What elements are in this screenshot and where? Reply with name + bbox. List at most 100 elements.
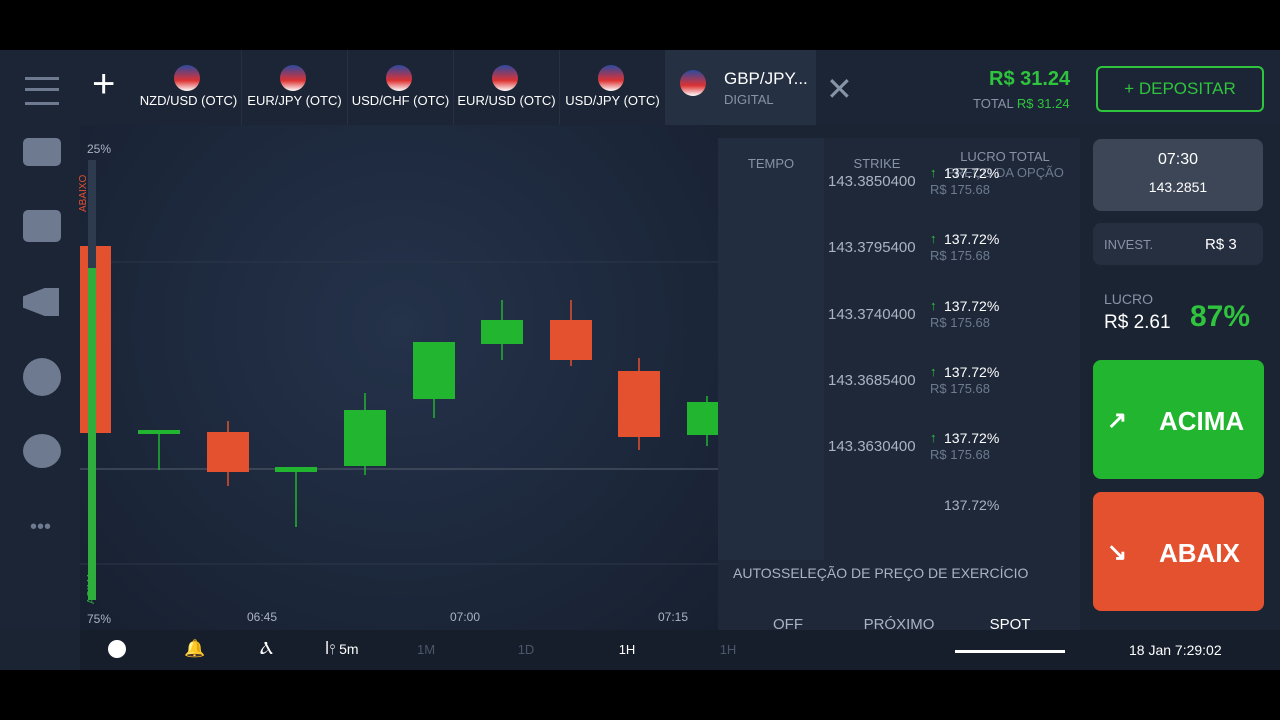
- strike[interactable]: 143.3795400: [828, 239, 916, 257]
- option-price[interactable]: R$ 175.68: [930, 248, 990, 264]
- up-button-label: ACIMA: [1159, 406, 1245, 436]
- scroll-indicator: [955, 650, 1065, 653]
- option-price[interactable]: R$ 175.68: [930, 447, 990, 463]
- up-arrow: ↑: [930, 165, 937, 180]
- profit[interactable]: 137.72%: [944, 496, 1000, 513]
- asset-tab-label: EUR/USD (OTC): [457, 93, 556, 108]
- total-amount: R$ 31.24: [1016, 96, 1070, 111]
- up-arrow: ↑: [930, 430, 937, 446]
- profit[interactable]: 137.72%: [944, 297, 1000, 314]
- asset-flag: [386, 65, 412, 91]
- period-button[interactable]: 1H: [719, 642, 737, 657]
- asset-tab[interactable]: USD/JPY (OTC): [560, 50, 666, 125]
- down-label: ABAIXO: [78, 174, 89, 212]
- option-price[interactable]: R$ 175.68: [930, 380, 990, 396]
- chat-icon[interactable]: [23, 434, 61, 468]
- deposit-button[interactable]: + DEPOSITAR: [1096, 66, 1264, 112]
- top-bar: + NZD/USD (OTC) EUR/JPY (OTC) USD/CHF (OTC…: [80, 50, 1280, 125]
- asset-flag: [174, 65, 200, 91]
- profit[interactable]: 137.72%: [944, 165, 1000, 181]
- strike-option[interactable]: OFF: [773, 616, 803, 633]
- strike[interactable]: 143.3740400: [828, 305, 916, 323]
- strike[interactable]: 143.3630400: [828, 438, 916, 456]
- profit[interactable]: 137.72%: [944, 363, 1000, 380]
- header: STRIKE: [853, 156, 901, 171]
- period-button[interactable]: 1M: [416, 642, 436, 657]
- sentiment-up: [88, 268, 96, 600]
- asset-tab[interactable]: EUR/JPY (OTC): [242, 50, 348, 125]
- up-arrow: ↑: [930, 297, 937, 313]
- profit[interactable]: 137.72%: [944, 430, 1000, 447]
- more-icon[interactable]: •••: [30, 516, 52, 538]
- video-icon[interactable]: [23, 358, 61, 396]
- profit-label: LUCRO: [1104, 291, 1154, 307]
- asset-tab-label: USD/JPY (OTC): [565, 93, 660, 108]
- top-percent: 25%: [87, 142, 112, 156]
- time-label: 07:00: [449, 610, 481, 624]
- asset-tab-label: NZD/USD (OTC): [139, 93, 238, 108]
- calendar-icon[interactable]: [23, 210, 61, 242]
- strike[interactable]: 143.3850400: [828, 173, 916, 190]
- up-arrow: ↑: [930, 231, 937, 247]
- total-label: TOTAL: [973, 96, 1014, 111]
- balance-total: TOTAL R$ 31.24: [973, 96, 1070, 111]
- portfolio-icon[interactable]: [23, 138, 61, 166]
- period-button[interactable]: 1H: [618, 642, 636, 657]
- profit[interactable]: 137.72%: [944, 231, 1000, 248]
- period-button[interactable]: 1D: [517, 642, 535, 657]
- active-tab[interactable]: GBP/JPY... DIGITAL: [666, 50, 816, 125]
- bottom-percent: 75%: [87, 612, 112, 626]
- header: PREÇO DA OPÇÃO: [946, 165, 1064, 180]
- expiry-price: 143.2851: [1148, 179, 1208, 195]
- time-label: 06:45: [246, 610, 278, 624]
- invest-label: INVEST.: [1104, 237, 1154, 252]
- asset-tab-label: EUR/JPY (OTC): [247, 93, 342, 108]
- asset-tab[interactable]: USD/CHF (OTC): [348, 50, 454, 125]
- toolbar: 🔔 Ⲁ ꟾ⫯ 5m 1M 1D 1H 1H 18 Jan 7:29:02: [80, 630, 1280, 670]
- time-label: 07:15: [657, 610, 689, 624]
- up-button[interactable]: ↗ ACIMA: [1093, 360, 1264, 479]
- expiry-time: 07:30: [1157, 151, 1199, 168]
- option-price[interactable]: R$ 175.68: [930, 182, 990, 197]
- balance-amount[interactable]: R$ 31.24: [989, 68, 1071, 90]
- down-button[interactable]: ↘ ABAIX: [1093, 492, 1264, 611]
- menu-icon[interactable]: [25, 77, 59, 105]
- interval: 5m: [339, 641, 359, 657]
- time-column: [718, 138, 824, 560]
- asset-tab-label: USD/CHF (OTC): [351, 93, 450, 108]
- profit-amount: R$ 2.61: [1104, 312, 1171, 333]
- up-arrow: ↑: [930, 363, 937, 379]
- interval-button[interactable]: ꟾ⫯ 5m: [325, 641, 359, 657]
- datetime: 18 Jan 7:29:02: [1129, 642, 1222, 658]
- chart-area: [80, 125, 720, 630]
- add-tab[interactable]: +: [92, 62, 116, 106]
- active-tab-type: DIGITAL: [724, 92, 774, 107]
- strike[interactable]: 143.3685400: [828, 371, 916, 389]
- sidebar: •••: [0, 50, 80, 630]
- header: LUCRO TOTAL: [960, 149, 1050, 164]
- invest-amount: R$ 3: [1205, 236, 1237, 253]
- asset-tab[interactable]: NZD/USD (OTC): [136, 50, 242, 125]
- strike-option[interactable]: PRÓXIMO: [863, 616, 935, 633]
- asset-flag: [492, 65, 518, 91]
- close-tab[interactable]: ✕: [826, 71, 853, 107]
- strike-option[interactable]: SPOT: [989, 616, 1031, 633]
- asset-flag: [598, 65, 624, 91]
- header: TEMPO: [747, 156, 795, 171]
- profit-percent: 87%: [1190, 300, 1251, 333]
- app: ••• + NZD/USD (OTC) EUR/JPY (OTC) USD/CHF …: [0, 50, 1280, 670]
- option-price[interactable]: R$ 175.68: [930, 314, 990, 330]
- expiry-box[interactable]: 07:30 143.2851: [1093, 139, 1263, 211]
- strike-panel: TEMPO STRIKE LUCRO TOTAL PREÇO DA OPÇÃO 143…: [718, 138, 1080, 653]
- invest-box[interactable]: INVEST. R$ 3: [1093, 223, 1263, 265]
- down-button-label: ABAIX: [1159, 538, 1240, 568]
- alert-icon[interactable]: 🔔: [184, 639, 206, 658]
- auto-select-label: AUTOSSELEÇÃO DE PREÇO DE EXERCÍCIO: [733, 565, 1029, 581]
- asset-tab[interactable]: EUR/USD (OTC): [454, 50, 560, 125]
- draw-icon[interactable]: Ⲁ: [260, 638, 273, 658]
- active-tab-name: GBP/JPY...: [724, 69, 808, 88]
- info-icon[interactable]: [108, 640, 126, 658]
- up-label: ACIMA: [86, 572, 97, 604]
